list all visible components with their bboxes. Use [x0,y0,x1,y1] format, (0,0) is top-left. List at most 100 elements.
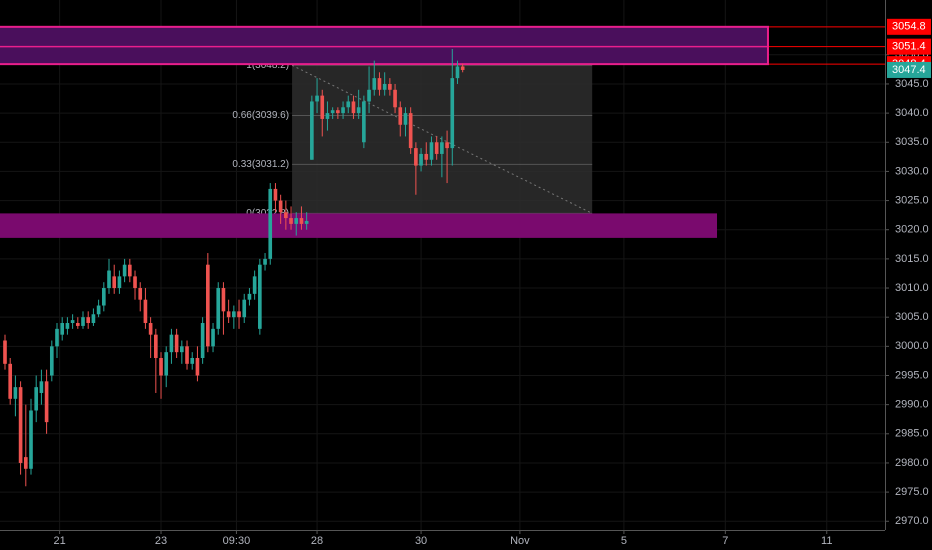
y-tick-label: 3045.0 [895,78,929,90]
candle-body [122,264,127,277]
candle-body [440,142,444,154]
candle-body [362,101,366,143]
candle-body [330,110,335,114]
candle-body [377,78,382,90]
candle-body [242,299,247,318]
candle-body [70,320,75,324]
candle-body [185,346,189,364]
zone [0,213,718,238]
candle-body [232,311,236,318]
candle-body [195,357,200,376]
level-tag: 3054.8 [892,21,926,33]
y-tick-label: 3005.0 [895,311,929,323]
candle-body [403,113,408,125]
level-tag-bg [887,18,931,35]
candle-body [351,101,356,114]
candle-body [273,188,278,201]
candle-body [460,66,465,70]
candle-body [367,89,371,102]
candle-body [91,314,96,324]
candle-body [284,212,288,219]
y-tick-label: 3015.0 [895,253,929,265]
candle-body [190,357,195,364]
candle-body [221,288,226,312]
candle-body [263,258,267,265]
candle-body [39,381,44,393]
candle-body [216,288,221,329]
candle-body [226,311,231,318]
candle-body [372,78,377,90]
y-tick-label: 3035.0 [895,136,929,148]
y-tick-label: 3020.0 [895,224,929,236]
fib-label: 0.66(3039.6) [232,110,289,121]
y-tick-label: 2980.0 [895,457,929,469]
candle-body [169,334,174,353]
candle-body [268,188,273,259]
x-tick-label: 23 [155,535,167,547]
candle-body [138,288,143,300]
candle-body [325,113,330,119]
zone [0,25,769,66]
candle-body [44,381,49,423]
y-tick-label: 3025.0 [895,194,929,206]
candle-body [206,264,210,347]
candle-body [127,264,132,277]
price-axis-bg [885,0,932,550]
candle-body [159,357,163,376]
candle-body [356,107,361,114]
candle-body [143,299,148,324]
candle-body [252,276,257,294]
candle-body [34,387,39,411]
fib-label: 0.33(3031.2) [232,159,289,170]
x-tick-label: Nov [510,535,530,547]
candle-body [148,323,153,335]
candle-body [289,218,293,224]
fib-trend [291,64,593,214]
candle-body [247,293,252,300]
candle-body [65,323,70,329]
level-tag-bg [887,38,931,55]
candle-body [304,220,309,224]
candle-body [8,363,13,399]
candle-body [23,457,28,469]
candle-body [117,276,122,289]
candle-body [434,142,439,154]
candle-body [445,142,449,149]
candle-body [346,101,351,108]
candle-body [237,311,241,318]
time-axis-bg [0,530,932,550]
level-tag: 3051.4 [892,41,926,53]
x-tick-label: 28 [311,535,323,547]
candle-body [164,352,169,376]
candle-body [278,200,283,213]
candle-body [341,107,345,114]
candle-body [96,305,101,315]
candle-body [200,323,205,358]
candle-body [174,334,179,353]
candle-body [310,101,314,160]
candle-body [320,95,325,119]
candle-body [299,218,304,224]
candle-body [75,323,80,326]
candle-body [3,340,7,364]
candle-body [81,317,85,326]
candle-body [414,148,418,166]
x-tick-label: 11 [821,535,832,547]
candle-body [450,78,455,149]
fib-label: 1(3048.2) [246,60,289,71]
x-tick-label: 21 [53,535,65,547]
candle-body [107,270,111,289]
candle-body [382,83,387,90]
candle-body [455,66,460,79]
candle-body [13,387,18,399]
y-tick-label: 2970.0 [895,515,929,527]
y-tick-label: 3030.0 [895,165,929,177]
candle-body [393,89,397,108]
candle-body [419,153,423,166]
candle-body [60,323,65,335]
candle-body [398,107,403,125]
y-tick-label: 3040.0 [895,107,929,119]
candle-body [154,334,158,358]
